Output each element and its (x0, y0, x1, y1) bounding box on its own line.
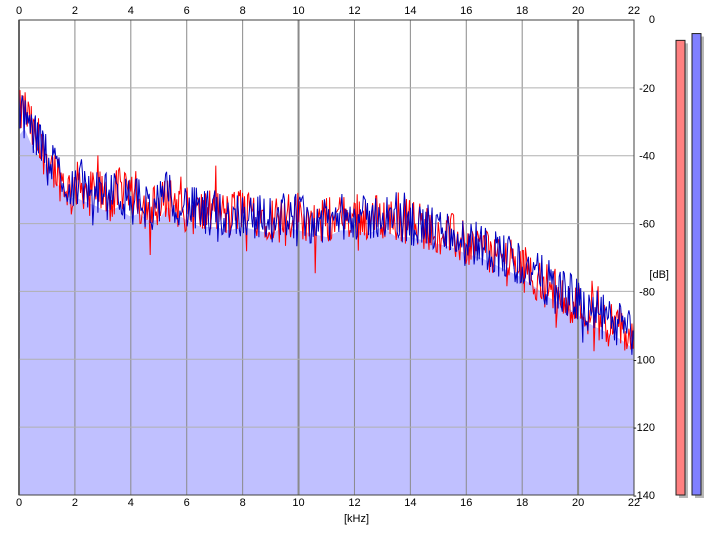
series-line-1 (18, 90, 635, 352)
plot-frame (18, 19, 635, 496)
x-tick-label-top: 8 (240, 5, 246, 17)
x-tick-label-top: 10 (292, 5, 304, 17)
x-tick-label-top: 0 (16, 5, 22, 17)
x-tick-label: 12 (348, 497, 360, 509)
y-tick-label: -60 (639, 219, 655, 231)
y-axis-label: [dB] (649, 269, 669, 281)
y-tick-label: -100 (633, 354, 655, 366)
spectrum-fill (19, 129, 634, 495)
x-tick-label: 22 (628, 497, 640, 509)
x-tick-label-top: 2 (72, 5, 78, 17)
series-line-2 (18, 89, 635, 355)
x-tick-label: 20 (572, 497, 584, 509)
x-tick-label: 6 (184, 497, 190, 509)
x-axis-label: [kHz] (344, 513, 369, 525)
x-tick-label-top: 4 (128, 5, 134, 17)
x-tick-label-top: 16 (460, 5, 472, 17)
x-tick-label: 10 (292, 497, 304, 509)
level-meter-1 (675, 39, 686, 496)
x-tick-label-top: 18 (516, 5, 528, 17)
y-tick-label: -40 (639, 151, 655, 163)
x-tick-label: 8 (240, 497, 246, 509)
y-tick-label: -120 (633, 422, 655, 434)
x-tick-label-top: 12 (348, 5, 360, 17)
x-tick-label-top: 6 (184, 5, 190, 17)
level-meter-2 (691, 33, 702, 496)
y-tick-label: -80 (639, 286, 655, 298)
x-tick-label-top: 20 (572, 5, 584, 17)
y-tick-label: -140 (633, 490, 655, 502)
x-tick-label: 14 (404, 497, 416, 509)
x-tick-label: 0 (16, 497, 22, 509)
x-tick-label: 16 (460, 497, 472, 509)
y-tick-label: -20 (639, 83, 655, 95)
x-tick-label: 18 (516, 497, 528, 509)
x-tick-label: 4 (128, 497, 134, 509)
y-tick-label: 0 (649, 14, 655, 26)
x-tick-label-top: 22 (628, 5, 640, 17)
x-tick-label-top: 14 (404, 5, 416, 17)
x-tick-label: 2 (72, 497, 78, 509)
